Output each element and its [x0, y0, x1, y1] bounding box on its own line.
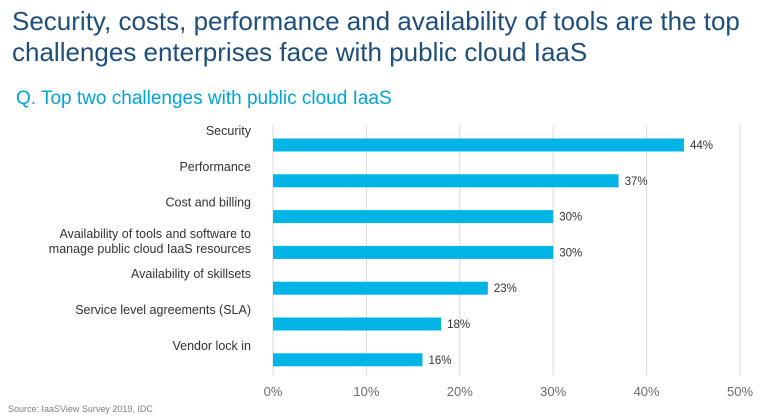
labels: 0% 10% 20% 30% 40% 50% 44% Security 37% Performan…: [49, 124, 754, 399]
category-label: Performance: [179, 160, 251, 174]
bar: [273, 245, 554, 259]
x-tick-label: 10%: [353, 384, 379, 399]
x-tick-label: 30%: [540, 384, 566, 399]
bar: [273, 317, 442, 331]
category-label: Availability of skillsets: [131, 267, 251, 281]
category-label: Cost and billing: [166, 196, 252, 210]
bar: [273, 210, 554, 224]
category-label: Service level agreements (SLA): [75, 303, 251, 317]
bar-value-label: 30%: [559, 212, 582, 224]
bars: [273, 138, 684, 367]
chart-title: Security, costs, performance and availab…: [12, 6, 740, 67]
bar: [273, 353, 423, 367]
category-label: Vendor lock in: [172, 339, 251, 353]
category-label: Availability of tools and software to: [59, 227, 251, 241]
x-tick-label: 20%: [447, 384, 473, 399]
x-tick-label: 0%: [264, 384, 283, 399]
bar-value-label: 18%: [447, 319, 470, 331]
category-label: manage public cloud IaaS resources: [49, 242, 251, 256]
bar-value-label: 16%: [428, 355, 451, 367]
x-tick-label: 50%: [727, 384, 753, 399]
bar: [273, 281, 488, 295]
chart-subtitle: Q. Top two challenges with public cloud …: [16, 88, 392, 109]
bar: [273, 174, 619, 188]
x-tick-label: 40%: [634, 384, 660, 399]
source-note: Source: IaaSView Survey 2019, IDC: [8, 404, 153, 414]
bar-value-label: 44%: [690, 140, 713, 152]
bar-value-label: 30%: [559, 247, 582, 259]
category-label: Security: [206, 124, 252, 138]
bar-value-label: 37%: [625, 176, 648, 188]
bar-value-label: 23%: [494, 283, 517, 295]
bar: [273, 138, 684, 152]
